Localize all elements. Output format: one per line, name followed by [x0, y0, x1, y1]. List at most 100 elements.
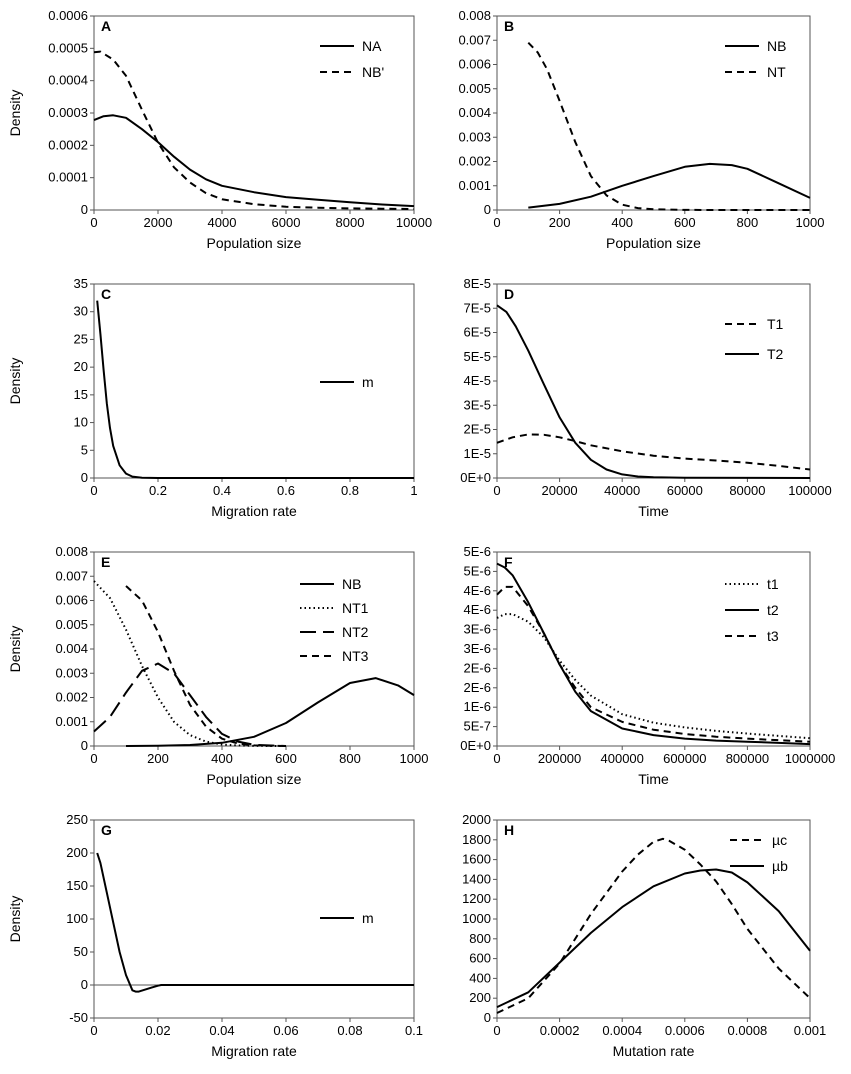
x-tick-label: 1 — [410, 483, 417, 498]
y-tick-label: 5 — [81, 442, 88, 457]
x-tick-label: 200 — [147, 751, 169, 766]
x-tick-label: 0.0002 — [540, 1023, 580, 1038]
y-tick-label: 0 — [81, 977, 88, 992]
y-tick-label: 0.0001 — [48, 170, 88, 185]
series-line-NT — [527, 42, 810, 211]
legend-label: NB — [767, 38, 786, 54]
x-tick-label: 800 — [737, 215, 759, 230]
y-tick-label: 0.0004 — [48, 73, 88, 88]
legend-label: T1 — [767, 316, 784, 332]
panel-b: 0 200 400 600 800 1000 0 0.001 0.002 0.003 0.004 0.… — [458, 8, 824, 251]
y-tick-label: 2E-5 — [464, 422, 491, 437]
panel-letter: E — [101, 554, 110, 570]
y-tick-label: 30 — [74, 304, 88, 319]
series-line-t2 — [496, 562, 811, 746]
y-tick-label: 5E-6 — [464, 563, 491, 578]
legend: µc µb — [730, 832, 788, 874]
y-tick-label: 15 — [74, 387, 88, 402]
series-line-t3 — [496, 585, 811, 743]
x-tick-label: 400000 — [601, 751, 644, 766]
x-tick-label: 0 — [90, 483, 97, 498]
x-tick-label: 0 — [493, 215, 500, 230]
x-tick-label: 0.06 — [273, 1023, 298, 1038]
y-tick-label: 4E-6 — [464, 583, 491, 598]
y-tick-label: 35 — [74, 276, 88, 291]
y-tick-label: 4E-5 — [464, 373, 491, 388]
x-axis-label: Migration rate — [211, 1043, 297, 1059]
y-tick-label: 0 — [81, 202, 88, 217]
x-tick-label: 0.2 — [149, 483, 167, 498]
y-tick-label: 2E-6 — [464, 680, 491, 695]
y-tick-label: 0 — [484, 1010, 491, 1025]
legend-label: NT3 — [342, 648, 369, 664]
panel-letter: A — [101, 18, 111, 34]
y-tick-label: 1600 — [462, 852, 491, 867]
y-tick-label: 0.0003 — [48, 105, 88, 120]
y-tick-label: 800 — [469, 931, 491, 946]
y-tick-label: 4E-6 — [464, 602, 491, 617]
series-line-m — [96, 300, 414, 479]
x-tick-label: 80000 — [729, 483, 765, 498]
panel-f: 0 200000 400000 600000 800000 1000000 0E+0 5E-7… — [460, 544, 835, 787]
y-tick-label: 0.002 — [458, 154, 491, 169]
x-tick-label: 0.02 — [145, 1023, 170, 1038]
series-line-NA — [93, 114, 415, 208]
series-line-NT3 — [125, 585, 287, 747]
y-tick-label: 0.003 — [55, 665, 88, 680]
x-tick-label: 1000 — [400, 751, 429, 766]
legend-label: µc — [772, 832, 787, 848]
x-tick-label: 4000 — [208, 215, 237, 230]
x-tick-label: 0.0008 — [728, 1023, 768, 1038]
y-tick-label: 3E-6 — [464, 622, 491, 637]
x-tick-label: 0.8 — [341, 483, 359, 498]
x-tick-label: 0 — [493, 1023, 500, 1038]
legend-label: t3 — [767, 628, 779, 644]
panel-h: 0 0.0002 0.0004 0.0006 0.0008 0.001 0 200 400 600… — [462, 812, 826, 1059]
series-line-NT2 — [93, 662, 287, 747]
x-tick-label: 0.001 — [794, 1023, 827, 1038]
legend-label: µb — [772, 858, 788, 874]
panel-letter: F — [504, 554, 513, 570]
y-tick-label: 400 — [469, 970, 491, 985]
legend-label: NT — [767, 64, 786, 80]
x-axis-label: Population size — [606, 235, 701, 251]
y-axis-label: Density — [7, 90, 23, 137]
x-tick-label: 40000 — [604, 483, 640, 498]
series-line-NT1 — [93, 580, 287, 747]
x-tick-label: 10000 — [396, 215, 432, 230]
y-tick-label: 0.007 — [55, 568, 88, 583]
x-tick-label: 600000 — [663, 751, 706, 766]
y-tick-label: 0.001 — [458, 178, 491, 193]
y-tick-label: 0.007 — [458, 32, 491, 47]
y-tick-label: 5E-5 — [464, 349, 491, 364]
series-line-NB — [528, 162, 811, 209]
legend: T1 T2 — [725, 316, 784, 362]
x-tick-label: 0 — [90, 751, 97, 766]
x-tick-label: 0.0004 — [602, 1023, 642, 1038]
series-line-T2 — [496, 304, 811, 479]
x-tick-label: 800000 — [726, 751, 769, 766]
y-tick-label: 5E-6 — [464, 544, 491, 559]
x-tick-label: 0.08 — [337, 1023, 362, 1038]
y-axis-label: Density — [7, 626, 23, 673]
x-tick-label: 0 — [90, 215, 97, 230]
y-tick-label: 0.0006 — [48, 8, 88, 23]
y-tick-label: 200 — [66, 845, 88, 860]
panel-e: 0 200 400 600 800 1000 0 0.001 0.002 0.003 0.004 0.… — [7, 544, 428, 787]
x-axis-label: Population size — [207, 235, 302, 251]
legend-label: m — [362, 910, 374, 926]
y-tick-label: 0E+0 — [460, 470, 491, 485]
panel-letter: D — [504, 286, 514, 302]
x-tick-label: 600 — [275, 751, 297, 766]
panel-letter: C — [101, 286, 111, 302]
legend-label: NB' — [362, 64, 384, 80]
y-tick-label: 1E-6 — [464, 699, 491, 714]
legend-label: NB — [342, 576, 361, 592]
x-tick-label: 0 — [90, 1023, 97, 1038]
legend-label: t2 — [767, 602, 779, 618]
y-tick-label: 0.008 — [458, 8, 491, 23]
y-tick-label: 5E-7 — [464, 719, 491, 734]
x-tick-label: 800 — [339, 751, 361, 766]
